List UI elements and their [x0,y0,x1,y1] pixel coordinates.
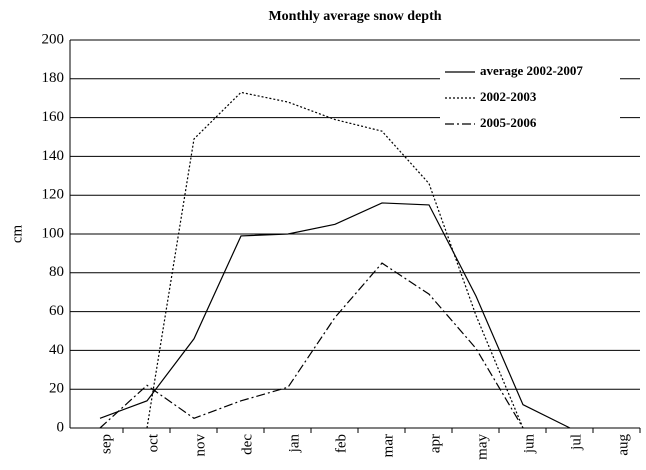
x-tick-label: aug [615,434,631,456]
x-tick-label: apr [427,434,443,453]
series-line [99,262,524,429]
y-tick-label: 60 [49,303,64,319]
legend-label: 2002-2003 [480,89,537,104]
y-tick-label: 0 [57,419,65,435]
legend-label: 2005-2006 [480,115,537,130]
x-tick-label: mar [380,434,396,457]
x-tick-label: oct [145,433,161,452]
x-tick-label: dec [239,434,255,455]
y-tick-label: 40 [49,342,64,358]
y-tick-label: 160 [42,109,65,125]
x-tick-label: jul [568,434,584,451]
series-line [99,202,571,429]
x-tick-label: nov [192,434,208,457]
y-tick-label: 20 [49,381,64,397]
series-line [146,91,524,429]
y-tick-label: 180 [42,70,65,86]
y-axis-label: cm [9,225,25,244]
chart-title: Monthly average snow depth [268,9,441,24]
y-tick-label: 200 [42,31,65,47]
y-tick-label: 140 [42,148,65,164]
y-tick-label: 80 [49,264,64,280]
y-tick-label: 100 [42,225,65,241]
y-tick-label: 120 [42,187,65,203]
legend-label: average 2002-2007 [480,63,583,78]
x-tick-label: jun [521,434,537,455]
x-tick-label: jan [286,434,302,454]
x-tick-label: sep [98,434,114,454]
x-tick-label: may [474,434,490,460]
x-tick-label: feb [333,434,349,453]
